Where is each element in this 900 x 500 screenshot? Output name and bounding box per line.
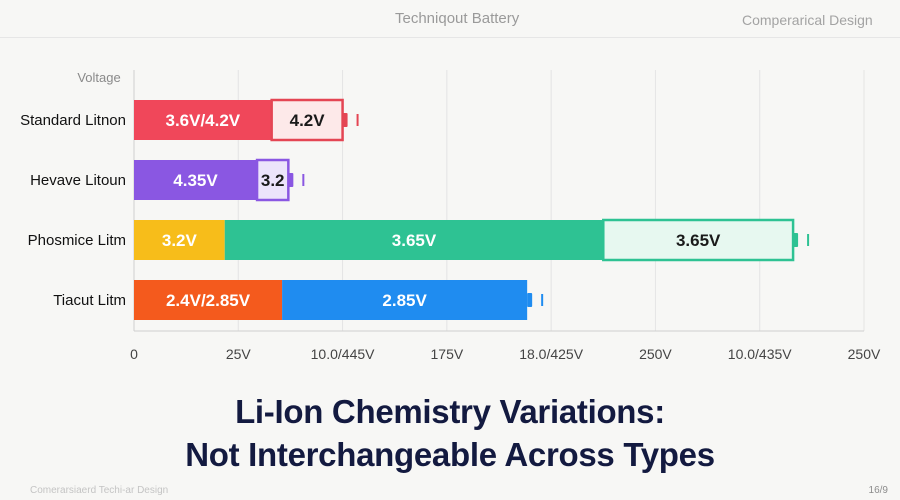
category-label: Tiacut Litm [53,292,126,309]
bar-segment [134,100,272,140]
y-axis-label: Voltage [77,70,120,85]
x-tick-label: 0 [130,346,138,362]
header-divider [0,37,900,38]
x-tick-label: 250V [848,346,881,362]
bar-segment-label: 3.65V [392,231,437,250]
x-tick-label: 10.0/445V [311,346,375,362]
footer-credit: Comerarsiaerd Techi-ar Design [30,485,169,496]
x-tick-label: 18.0/425V [519,346,583,362]
header-left-text: Techniqout Battery [395,10,520,27]
x-tick-label: 250V [639,346,672,362]
x-tick-label: 175V [431,346,464,362]
bar-segment-label: 4.2V [290,111,326,130]
bar-segment-label: 2.4V/2.85V [166,291,251,310]
category-label: Phosmice Litm [28,232,126,249]
bar-segment-label: 3.2V [162,231,198,250]
bar-segment [282,280,528,320]
bar-segment [602,218,795,262]
bar-segment [134,220,225,260]
slide-title-line2: Not Interchangeable Across Types [185,436,715,473]
slide-title-line1: Li-Ion Chemistry Variations: [235,393,665,430]
battery-terminal [342,113,348,127]
bar-segment-label: 3.65V [676,231,721,250]
category-label: Standard Litnon [20,112,126,129]
bar-segment-label: 3.6V/4.2V [165,111,240,130]
voltage-bar-chart: Voltage 0 25V 10.0/445V 175V 18.0/425V 250V 10.… [20,70,881,362]
bar-segment-label: 4.35V [173,171,218,190]
x-tick-label: 10.0/435V [728,346,792,362]
battery-terminal [793,233,799,247]
bar-segment [134,160,258,200]
bar-segment-label: 2.85V [382,291,427,310]
bar-segment [255,158,290,202]
category-label: Hevave Litoun [30,172,126,189]
bar-segment-label: 3.2 [261,171,285,190]
page-number: 16/9 [868,485,888,496]
header-right-text: Comperarical Design [742,12,873,28]
x-tick-label: 25V [226,346,252,362]
battery-terminal [527,293,533,307]
bar-segment [134,280,283,320]
bar-segment [224,220,604,260]
bar-segment [270,98,344,142]
battery-terminal [288,173,294,187]
